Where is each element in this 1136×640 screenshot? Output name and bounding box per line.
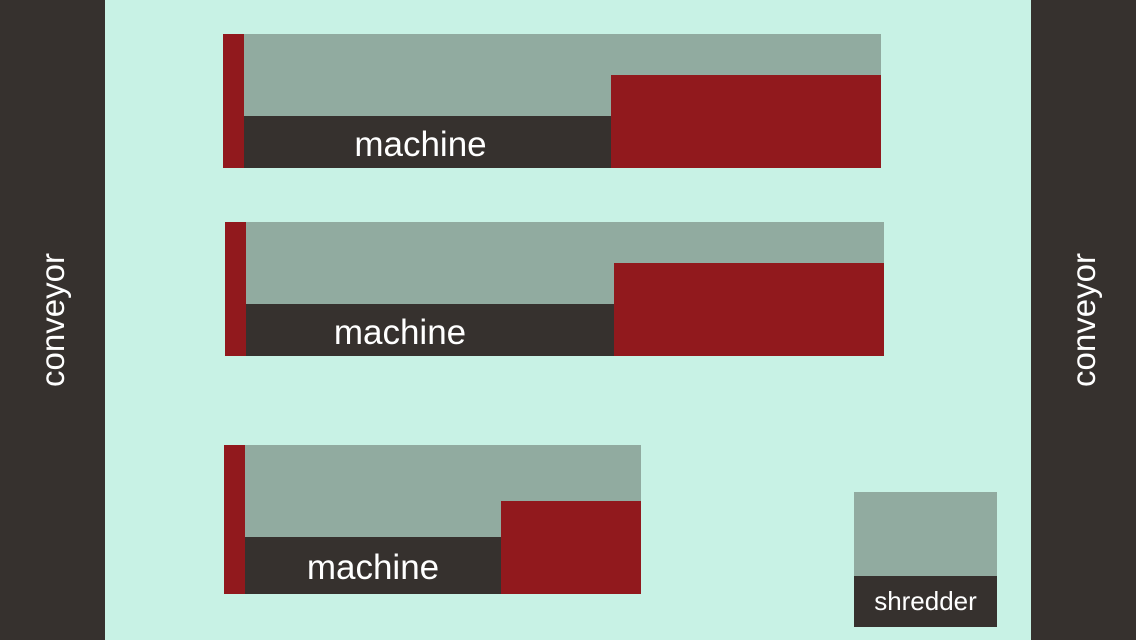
shredder-label: shredder (874, 586, 977, 616)
machine-1-output-block (611, 75, 881, 168)
conveyor-left[interactable]: conveyor (0, 0, 105, 640)
machine-3-input-strip (224, 445, 245, 594)
conveyor-left-label: conveyor (33, 253, 71, 387)
machine-2-output-block (614, 263, 884, 356)
shredder-body (854, 492, 997, 576)
conveyor-right-label: conveyor (1064, 253, 1102, 387)
conveyor-right[interactable]: conveyor (1031, 0, 1136, 640)
shredder-label-bar: shredder (854, 576, 997, 627)
machine-3-label: machine (306, 548, 440, 587)
machine-2[interactable]: machine (225, 222, 884, 356)
machine-1-label: machine (354, 125, 487, 164)
machine-3-label-bar: machine (245, 537, 501, 594)
machine-2-label: machine (333, 313, 467, 352)
machine-1-label-bar: machine (244, 116, 611, 168)
machine-3-output-block (501, 501, 641, 594)
machine-2-label-bar: machine (246, 304, 614, 356)
machine-2-input-strip (225, 222, 246, 356)
machine-3[interactable]: machine (224, 445, 641, 594)
shredder[interactable]: shredder (854, 492, 997, 627)
machine-1[interactable]: machine (223, 34, 881, 168)
machine-1-input-strip (223, 34, 244, 168)
